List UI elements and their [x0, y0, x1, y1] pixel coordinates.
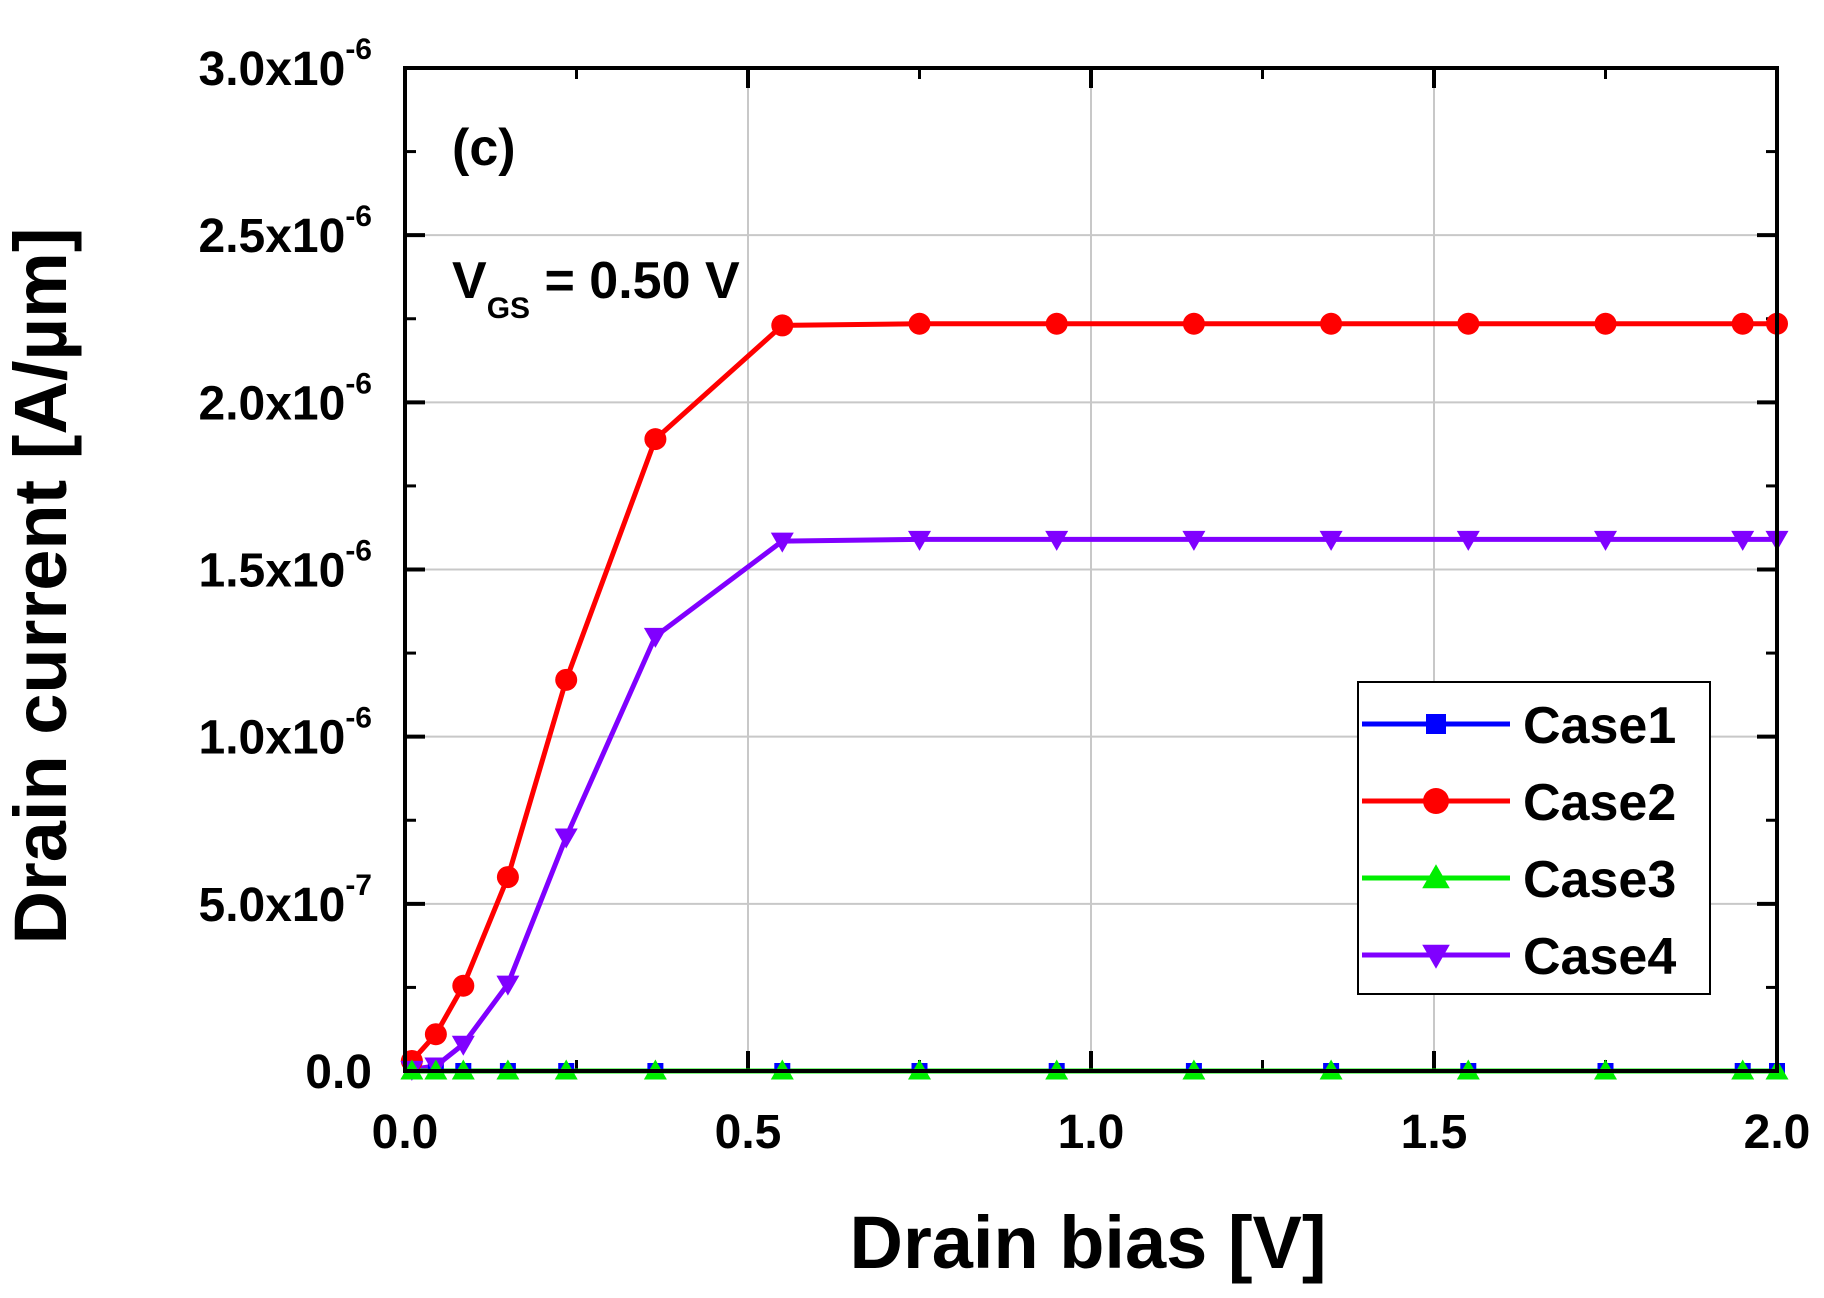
data-point-case2: [1731, 312, 1754, 335]
y-tick-labels: 0.05.0x10-71.0x10-61.5x10-62.0x10-62.5x1…: [199, 33, 373, 1099]
data-point-case2: [496, 866, 519, 889]
y-tick-mantissa: 2.5x10: [199, 210, 346, 263]
y-tick-label: 5.0x10-7: [199, 869, 373, 932]
y-tick-exponent: -6: [345, 200, 372, 233]
y-tick-label: 1.0x10-6: [199, 702, 373, 765]
y-tick-mantissa: 2.0x10: [199, 377, 346, 430]
legend-label-case2: Case2: [1523, 774, 1676, 832]
data-point-case4: [496, 975, 520, 996]
y-tick-exponent: -6: [345, 367, 372, 400]
legend-marker-case1: [1426, 714, 1446, 734]
legend-marker-case4: [1422, 944, 1450, 969]
plot-frame: [403, 66, 1779, 1073]
data-point-case2: [771, 314, 794, 337]
y-tick-mantissa: 5.0x10: [199, 879, 346, 932]
gridlines: [405, 68, 1777, 1071]
x-tick-label: 1.5: [1401, 1106, 1468, 1159]
y-tick-exponent: -6: [345, 33, 372, 66]
y-axis-title: Drain current [A/µm]: [0, 228, 82, 945]
data-point-case4: [908, 530, 931, 551]
vgs-value: = 0.50 V: [530, 252, 740, 310]
data-point-case2: [1594, 312, 1617, 335]
y-tick-exponent: -6: [345, 535, 372, 568]
data-point-case4: [643, 627, 667, 648]
vgs-annotation: VGS = 0.50 V: [452, 252, 740, 325]
y-tick-label: 0.0: [305, 1046, 372, 1099]
y-tick-label: 2.5x10-6: [199, 200, 373, 263]
y-tick-mantissa: 1.0x10: [199, 712, 346, 765]
legend-label-case3: Case3: [1523, 851, 1676, 909]
data-point-case4: [1456, 530, 1480, 551]
data-point-case2: [555, 668, 578, 691]
y-tick-exponent: -7: [345, 869, 372, 902]
data-point-case4: [451, 1035, 475, 1056]
data-point-case2: [424, 1023, 447, 1046]
legend-box: [1357, 681, 1711, 995]
data-point-case4: [1045, 530, 1069, 551]
legend-marker-case2: [1423, 788, 1449, 814]
y-tick-mantissa: 0.0: [305, 1046, 372, 1099]
y-tick-label: 3.0x10-6: [199, 33, 373, 96]
data-point-case4: [554, 828, 578, 849]
data-point-case2: [1320, 312, 1343, 335]
data-point-case2: [1457, 312, 1480, 335]
y-tick-mantissa: 3.0x10: [199, 43, 346, 96]
data-point-case4: [1594, 530, 1617, 551]
data-point-case2: [452, 974, 475, 997]
y-tick-label: 1.5x10-6: [199, 535, 373, 598]
y-tick-label: 2.0x10-6: [199, 367, 373, 430]
data-point-case2: [908, 312, 931, 335]
data-point-case4: [770, 532, 794, 553]
vgs-subscript: GS: [487, 292, 530, 325]
data-point-case2: [644, 428, 667, 451]
legend-label-case1: Case1: [1523, 697, 1676, 755]
data-point-case2: [1045, 312, 1068, 335]
data-point-case2: [1182, 312, 1205, 335]
legend-marker-case3: [1422, 864, 1450, 889]
legend-label-case4: Case4: [1523, 928, 1676, 986]
x-tick-label: 2.0: [1744, 1106, 1811, 1159]
data-point-case4: [1182, 530, 1206, 551]
x-tick-label: 1.0: [1058, 1106, 1125, 1159]
y-tick-mantissa: 1.5x10: [199, 545, 346, 598]
x-axis-title: Drain bias [V]: [850, 1201, 1327, 1284]
panel-label: (c): [452, 119, 516, 177]
legend: Case1 Case2 Case3 Case4: [1357, 681, 1711, 995]
x-tick-label: 0.5: [715, 1106, 782, 1159]
x-tick-label: 0.0: [372, 1106, 439, 1159]
data-point-case4: [1731, 530, 1755, 551]
vgs-symbol: V: [452, 252, 487, 310]
data-point-case4: [1319, 530, 1343, 551]
x-tick-labels: 0.0 0.5 1.0 1.5 2.0: [372, 1106, 1811, 1159]
y-tick-exponent: -6: [345, 702, 372, 735]
